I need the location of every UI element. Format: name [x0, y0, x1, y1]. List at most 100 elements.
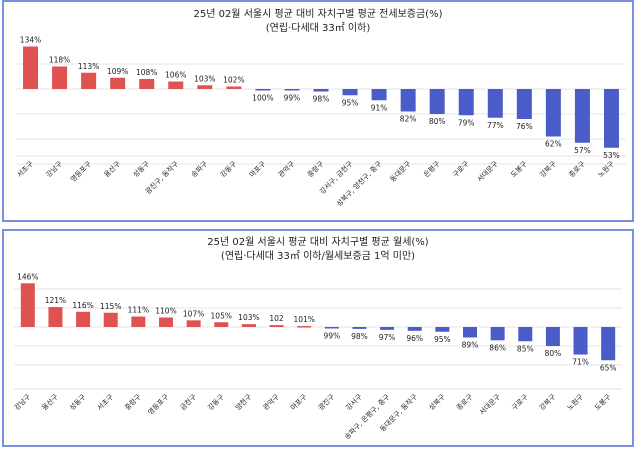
category-label: 용산구 — [102, 159, 122, 179]
category-label: 성동구 — [131, 159, 151, 179]
bar — [518, 327, 533, 342]
category-label: 마포구 — [247, 159, 267, 179]
bar — [342, 89, 358, 96]
data-label: 99% — [323, 332, 340, 341]
bar — [435, 327, 450, 332]
bar — [490, 327, 505, 341]
bar — [352, 327, 367, 329]
bar — [103, 312, 118, 327]
bar — [168, 81, 184, 89]
category-label: 성동구 — [67, 392, 87, 412]
data-label: 118% — [49, 56, 70, 65]
category-label: 동대문구 — [389, 159, 413, 183]
data-label: 106% — [165, 71, 186, 80]
category-label: 서초구 — [15, 159, 35, 179]
bar — [545, 89, 561, 137]
data-label: 98% — [351, 332, 368, 341]
bar — [23, 46, 39, 89]
bar — [20, 283, 35, 327]
bar — [159, 317, 173, 327]
data-label: 109% — [107, 67, 128, 76]
bar — [463, 327, 477, 338]
data-label: 77% — [487, 121, 504, 130]
data-label: 107% — [183, 309, 204, 318]
category-label: 중랑구 — [123, 392, 143, 412]
chart-subtitle: (연립·다세대 33㎡ 이하/월세보증금 1억 미만) — [220, 251, 416, 262]
bar — [371, 89, 387, 101]
data-label: 101% — [293, 315, 314, 324]
bar — [241, 324, 256, 327]
category-label: 송파구 — [189, 159, 209, 179]
category-label: 강동구 — [218, 159, 238, 179]
category-label: 구로구 — [451, 159, 471, 179]
chart-jeonse: 134% 서초구 118% 강남구 113% 영등포구 109% 용산구 108% 성동구 106%… — [15, 36, 626, 208]
chart-subtitle: (연립·다세대 33㎡ 이하) — [265, 23, 371, 34]
data-label: 103% — [238, 313, 259, 322]
data-label: 113% — [78, 62, 99, 71]
category-label: 구로구 — [510, 392, 530, 412]
bar — [139, 79, 155, 89]
category-label: 강북구 — [537, 392, 557, 412]
category-label: 영등포구 — [68, 159, 93, 184]
bar — [313, 89, 329, 92]
data-label: 116% — [72, 301, 93, 310]
bar — [407, 327, 422, 331]
category-label: 강서구 — [344, 392, 364, 412]
bar — [297, 326, 312, 328]
chart-title: 25년 02월 서울시 평균 대비 자치구별 평균 전세보증금(%) — [193, 9, 443, 20]
bar — [487, 89, 503, 118]
data-label: 110% — [155, 307, 176, 316]
data-label: 100% — [252, 94, 273, 103]
bar — [76, 311, 91, 327]
bar — [52, 66, 68, 89]
data-label: 91% — [371, 103, 388, 112]
data-label: 115% — [100, 302, 121, 311]
data-label: 103% — [194, 74, 215, 83]
category-label: 관악구 — [276, 159, 296, 179]
category-label: 송파구, 은평구, 중구 — [342, 392, 391, 441]
category-label: 금천구 — [178, 392, 198, 412]
data-label: 146% — [17, 272, 38, 281]
category-label: 광진구 — [316, 392, 336, 412]
data-label: 89% — [462, 340, 479, 349]
data-label: 111% — [128, 306, 149, 315]
data-label: 102% — [223, 76, 244, 85]
bar — [131, 316, 146, 327]
data-label: 62% — [545, 140, 562, 149]
data-label: 99% — [284, 94, 301, 103]
category-label: 강남구 — [44, 159, 64, 179]
category-label: 마포구 — [289, 392, 309, 412]
bar — [458, 89, 474, 116]
bar — [186, 320, 201, 327]
bar — [214, 322, 229, 327]
bar — [380, 327, 395, 330]
category-label: 관악구 — [261, 392, 281, 412]
bar — [545, 327, 560, 346]
data-label: 121% — [45, 296, 66, 305]
category-label: 은평구 — [422, 159, 442, 179]
data-label: 79% — [458, 118, 475, 127]
category-label: 도봉구 — [593, 392, 613, 412]
data-label: 97% — [379, 333, 396, 342]
category-label: 노원구 — [596, 159, 616, 179]
category-label: 서대문구 — [475, 159, 500, 184]
data-label: 108% — [136, 68, 157, 77]
chart-panel-jeonse: 25년 02월 서울시 평균 대비 자치구별 평균 전세보증금(%) (연립·다… — [2, 0, 634, 222]
chart-title: 25년 02월 서울시 평균 대비 자치구별 평균 월세(%) — [207, 237, 429, 248]
data-label: 80% — [429, 117, 446, 126]
data-label: 71% — [572, 358, 589, 367]
data-label: 105% — [211, 311, 232, 320]
chart-wolse: 146% 강남구 121% 용산구 116% 성동구 115% 서초구 111% 중랑구 110% 영… — [12, 272, 622, 441]
category-label: 도봉구 — [509, 159, 529, 179]
chart-panel-wolse: 25년 02월 서울시 평균 대비 자치구별 평균 월세(%) (연립·다세대 … — [2, 229, 634, 447]
bar — [110, 77, 126, 89]
bar — [601, 327, 616, 361]
bar — [603, 89, 619, 148]
data-label: 80% — [545, 349, 562, 358]
data-label: 76% — [516, 122, 533, 131]
bar — [226, 86, 242, 89]
category-label: 중랑구 — [306, 159, 326, 179]
data-label: 95% — [434, 335, 451, 344]
bar — [269, 325, 284, 327]
category-label: 종로구 — [455, 392, 475, 412]
